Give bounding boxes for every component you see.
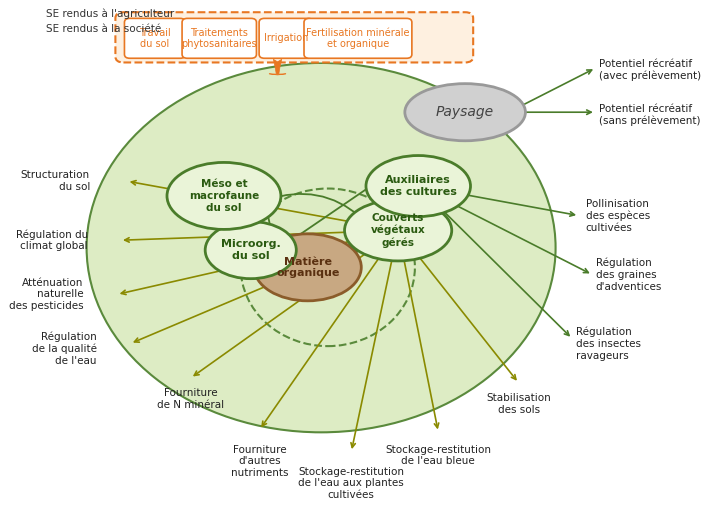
Ellipse shape [167,162,281,229]
Text: Auxiliaires
des cultures: Auxiliaires des cultures [380,175,456,197]
Text: Matière
organique: Matière organique [276,257,340,278]
Text: Régulation
de la qualité
de l'eau: Régulation de la qualité de l'eau [32,332,97,366]
Text: Fertilisation minérale
et organique: Fertilisation minérale et organique [306,27,410,49]
Text: SE rendus à la société: SE rendus à la société [46,23,162,33]
Text: Traitements
phytosanitaires: Traitements phytosanitaires [182,27,257,49]
Text: Couverts
végétaux
gérés: Couverts végétaux gérés [371,213,425,247]
Text: Structuration
du sol: Structuration du sol [21,170,90,192]
Ellipse shape [87,63,556,432]
Ellipse shape [345,200,452,261]
Text: Paysage: Paysage [436,105,494,119]
Text: Microorg.
du sol: Microorg. du sol [221,239,280,261]
Text: Stockage-restitution
de l'eau aux plantes
cultivées: Stockage-restitution de l'eau aux plante… [298,467,404,500]
FancyBboxPatch shape [125,18,185,58]
Text: Régulation du
climat global: Régulation du climat global [16,229,88,251]
FancyBboxPatch shape [304,18,412,58]
Ellipse shape [404,84,526,141]
Text: Travail
du sol: Travail du sol [139,27,171,49]
Text: Potentiel récréatif
(avec prélèvement): Potentiel récréatif (avec prélèvement) [599,59,702,82]
Text: Potentiel récréatif
(sans prélèvement): Potentiel récréatif (sans prélèvement) [599,103,701,126]
Ellipse shape [254,234,361,301]
Text: Régulation
des graines
d'adventices: Régulation des graines d'adventices [596,258,662,292]
Text: Irrigation: Irrigation [264,33,309,43]
Text: Méso et
macrofaune
du sol: Méso et macrofaune du sol [189,179,259,212]
FancyBboxPatch shape [182,18,257,58]
Text: Régulation
des insectes
ravageurs: Régulation des insectes ravageurs [575,327,641,360]
FancyBboxPatch shape [259,18,314,58]
Text: Fourniture
de N minéral: Fourniture de N minéral [157,388,224,410]
Ellipse shape [205,222,296,279]
Text: Stockage-restitution
de l'eau bleue: Stockage-restitution de l'eau bleue [385,445,491,466]
Text: Fourniture
d'autres
nutriments: Fourniture d'autres nutriments [231,445,288,478]
FancyBboxPatch shape [115,12,473,62]
Text: Atténuation
naturelle
des pesticides: Atténuation naturelle des pesticides [9,278,83,311]
Text: SE rendus à l'agriculteur: SE rendus à l'agriculteur [46,9,174,19]
Text: Stabilisation
des sols: Stabilisation des sols [487,393,551,415]
Text: Pollinisation
des espèces
cultivées: Pollinisation des espèces cultivées [585,199,650,233]
Ellipse shape [366,156,471,216]
